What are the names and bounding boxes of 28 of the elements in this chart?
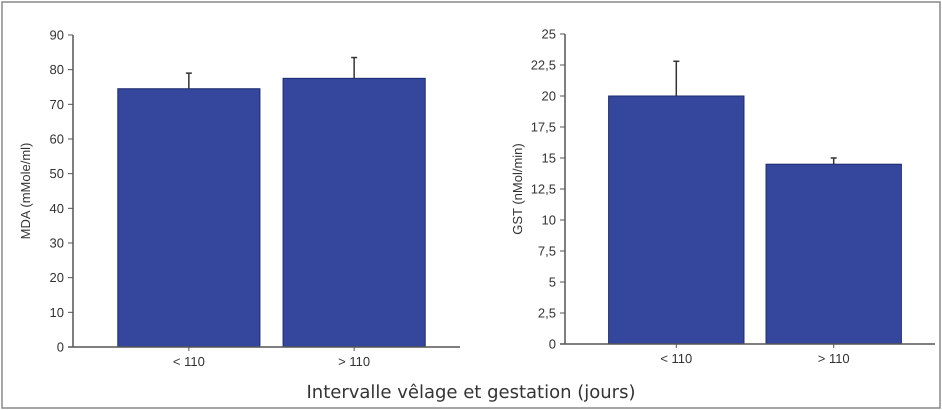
y-tick-label: 0 [548,336,556,352]
y-tick-label: 10 [542,212,556,228]
x-tick-label: < 110 [172,354,205,369]
y-tick-label: 5 [548,274,556,290]
y-tick-label: 10 [50,304,64,320]
y-tick-label: 25 [542,26,556,42]
y-tick-label: 20 [50,270,64,286]
y-tick-label: 70 [50,96,64,112]
y-tick-label: 60 [50,132,64,147]
y-tick-label: 12,5 [530,182,556,197]
y-tick-label: 30 [50,236,64,251]
y-tick-label: 2,5 [538,306,556,321]
y-tick-label: 90 [50,28,64,43]
y-tick-label: 22,5 [530,58,556,73]
y-tick-label: 50 [50,166,64,182]
x-tick-label: > 110 [338,354,370,369]
y-tick-label: 80 [50,62,64,78]
x-tick-label: < 110 [660,351,692,366]
y-tick-label: 7,5 [538,244,556,259]
y-axis-title: MDA (mMole/ml) [18,142,33,240]
x-axis-title: Intervalle vêlage et gestation (jours) [306,382,636,403]
y-tick-label: 40 [50,200,64,216]
y-tick-label: 0 [56,340,64,355]
y-tick-label: 17,5 [530,120,556,135]
x-tick-label: > 110 [818,351,850,366]
y-tick-label: 15 [542,150,556,166]
y-tick-label: 20 [542,88,556,104]
y-axis-title: GST (nMol/min) [510,143,525,235]
